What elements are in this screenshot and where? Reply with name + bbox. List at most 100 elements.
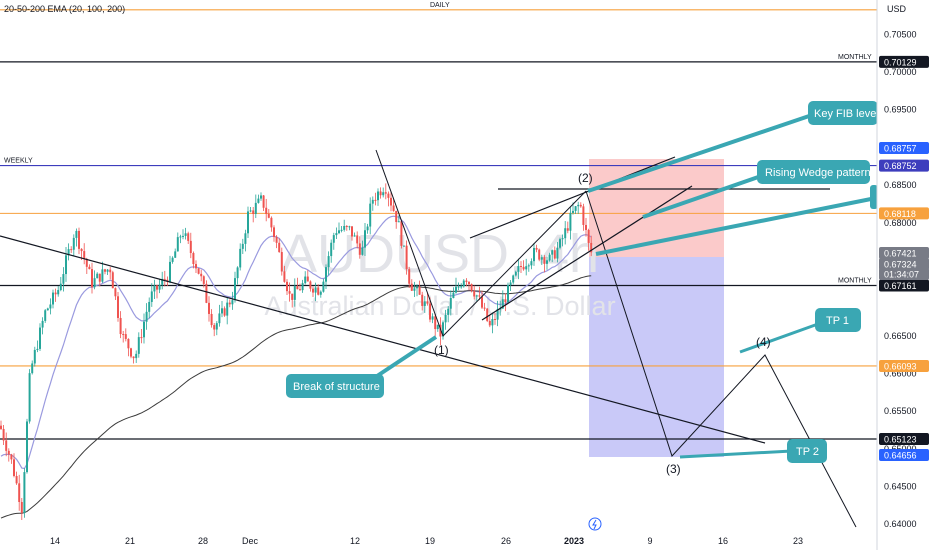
candle-body <box>353 235 356 237</box>
candle-body <box>499 308 502 310</box>
candle-body <box>379 191 382 196</box>
candle-body <box>522 266 525 270</box>
callout-tp1[interactable] <box>815 308 861 332</box>
candle-body <box>96 273 99 279</box>
candle-body <box>561 238 564 240</box>
candle-body <box>127 338 130 349</box>
wedge-upper-line[interactable] <box>469 156 676 239</box>
candle-body <box>106 269 109 272</box>
candle-body <box>382 192 385 196</box>
x-tick-label: 19 <box>425 536 435 546</box>
candle-body <box>85 258 88 267</box>
candle-body <box>296 286 299 290</box>
candle-body <box>348 226 351 228</box>
candle-body <box>400 221 403 246</box>
candle-body <box>52 292 54 305</box>
candle-body <box>156 285 158 290</box>
candle-body <box>241 243 244 249</box>
price-badge <box>879 268 929 280</box>
candle-body <box>202 276 205 284</box>
callout-rising-wedge[interactable] <box>757 160 870 184</box>
candle-body <box>335 233 338 236</box>
level-badge-text: 0.67161 <box>884 281 917 291</box>
candle-body <box>421 294 424 306</box>
candle-body <box>434 316 437 330</box>
candle-body <box>449 297 452 309</box>
x-tick-label: 12 <box>350 536 360 546</box>
candle-body <box>137 337 140 354</box>
candle-body <box>249 210 252 212</box>
callout-tp2[interactable] <box>787 439 827 463</box>
indicator-legend[interactable]: 20-50-200 EMA (20, 100, 200) <box>4 4 125 14</box>
level-label: DAILY <box>430 2 450 9</box>
candle-body <box>444 314 447 323</box>
candle-body <box>397 221 400 223</box>
level-badge-text: 0.68752 <box>884 161 917 171</box>
callout-key-fib-text: Key FIB level 7 <box>814 108 888 120</box>
candle-body <box>20 502 23 513</box>
candle-body <box>91 269 93 288</box>
watermark-name: Australian Dollar / U.S. Dollar <box>264 291 615 321</box>
candle-body <box>533 247 535 262</box>
candle-body <box>148 301 151 312</box>
level-label: WEEKLY <box>4 158 33 165</box>
candle-body <box>301 283 304 291</box>
time-axis[interactable]: 14 21 28 Dec 12 19 26 2023 9 16 23 <box>0 517 932 546</box>
candle-body <box>413 288 416 291</box>
candle-body <box>36 348 39 350</box>
candle-body <box>514 271 517 276</box>
callout-break-of-structure[interactable] <box>286 374 384 398</box>
candle-body <box>88 266 91 270</box>
wedge-lower-line[interactable] <box>481 185 693 321</box>
wave-one-line-a[interactable] <box>375 149 444 337</box>
candle-body <box>572 210 574 213</box>
candle-body <box>395 210 398 223</box>
candle-body <box>374 199 377 201</box>
candle-body <box>358 243 361 255</box>
wave-label-4: (4) <box>756 335 771 349</box>
candle-body <box>98 273 101 282</box>
ema-20-line[interactable] <box>0 215 592 470</box>
level-badge-text: 0.65123 <box>884 435 917 445</box>
candle-body <box>65 255 67 275</box>
candle-body <box>257 198 260 203</box>
candle-body <box>371 199 374 204</box>
level-label: MONTHLY <box>838 54 872 61</box>
y-tick-label: 0.70000 <box>884 67 917 77</box>
y-tick-label: 0.68500 <box>884 180 917 190</box>
candle-body <box>332 235 335 243</box>
y-tick-label: 0.65500 <box>884 406 917 416</box>
candle-body <box>197 268 200 274</box>
candle-body <box>44 310 47 321</box>
candle-body <box>278 242 281 253</box>
candle-body <box>356 235 359 244</box>
descending-trendline[interactable] <box>0 235 766 444</box>
candle-body <box>577 204 580 207</box>
candle-body <box>330 242 333 257</box>
candle-body <box>585 224 587 230</box>
candle-body <box>114 288 117 297</box>
candle-body <box>135 353 138 359</box>
candle-body <box>226 302 229 316</box>
wave-one-line-b[interactable] <box>442 190 587 337</box>
candle-body <box>530 261 533 266</box>
price-badge-text: 0.67421 <box>884 249 917 259</box>
callout-key-fib[interactable] <box>808 101 878 125</box>
candle-body <box>587 229 590 243</box>
candle-body <box>481 296 483 308</box>
candle-body <box>392 205 395 211</box>
price-axis[interactable]: USD 0.705000.700000.695000.690000.685000… <box>876 0 932 550</box>
x-tick-label: 9 <box>647 536 652 546</box>
candle-body <box>410 283 413 291</box>
candle-body <box>57 290 60 295</box>
horizontal-levels: DAILY MONTHLY WEEKLY MONTHLY <box>0 2 877 440</box>
candle-body <box>431 316 434 320</box>
lightning-icon[interactable] <box>588 517 602 531</box>
candle-body <box>507 285 509 303</box>
candle-body <box>384 192 387 194</box>
candle-body <box>556 247 559 259</box>
candle-body <box>460 286 463 288</box>
ema-200-line[interactable] <box>0 275 592 519</box>
